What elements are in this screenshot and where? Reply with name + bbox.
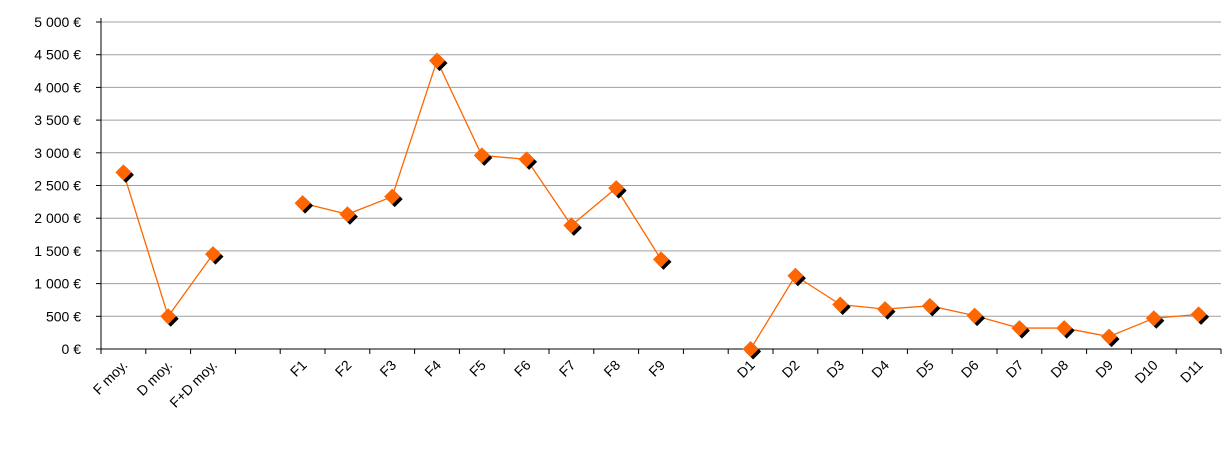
data-point [1011, 320, 1028, 337]
x-tick-labels: F moy. D moy.F+D moy. F1 F2 F3 F4 F5 F6 F7 F8 F9 D1… [90, 357, 1206, 411]
x-tick-label: F+D moy. [166, 357, 220, 411]
y-tick-labels: 0 € 500 € 1 000 € 1 500 € 2 000 € 2 500 € 3 00… [34, 14, 81, 357]
x-tick-label: D4 [868, 357, 892, 381]
data-point [115, 164, 132, 181]
x-tick-label: D11 [1177, 357, 1206, 386]
x-tick-label: F4 [421, 357, 444, 380]
data-point [339, 206, 356, 223]
data-point [608, 180, 625, 197]
y-tick-label: 0 € [62, 341, 82, 357]
data-point [384, 188, 401, 205]
data-point [294, 195, 311, 212]
x-tick-label: F5 [466, 357, 489, 380]
axes [96, 18, 1222, 354]
x-tick-label: F9 [645, 357, 668, 380]
x-tick-label: D8 [1047, 357, 1071, 381]
x-tick-label: F8 [600, 357, 623, 380]
x-tick-label: D6 [958, 357, 982, 381]
y-tick-label: 2 000 € [34, 210, 81, 226]
data-point [832, 296, 849, 313]
data-point [653, 251, 669, 268]
x-tick-label: F1 [287, 357, 310, 380]
y-tick-label: 4 500 € [34, 47, 81, 63]
x-tick-label: F7 [556, 357, 579, 380]
data-point [966, 307, 983, 324]
y-tick-label: 500 € [46, 308, 81, 324]
x-tick-label: D2 [779, 357, 803, 381]
x-tick-label: D5 [913, 357, 937, 381]
y-tick-label: 3 500 € [34, 112, 81, 128]
data-point [160, 308, 177, 325]
y-tick-label: 2 500 € [34, 178, 81, 194]
x-tick-label: F2 [332, 357, 355, 380]
y-tick-label: 1 500 € [34, 243, 81, 259]
x-tick-label: F6 [511, 357, 534, 380]
series-line [122, 58, 1199, 350]
x-tick-label: D10 [1131, 357, 1161, 387]
x-tick-label: D9 [1092, 357, 1116, 381]
data-point [473, 147, 490, 164]
data-point [877, 301, 893, 318]
x-tick-label: D3 [823, 357, 847, 381]
x-tick-label: D moy. [133, 357, 175, 399]
y-tick-label: 3 000 € [34, 145, 81, 161]
data-point [921, 297, 938, 314]
data-point [1145, 310, 1162, 327]
data-point [787, 267, 804, 284]
x-tick-label: D1 [734, 357, 758, 381]
data-point [518, 151, 535, 168]
x-tick-label: F moy. [90, 357, 131, 398]
data-point [205, 246, 221, 263]
data-point [742, 341, 759, 357]
data-point [1190, 306, 1207, 323]
x-tick-label: D7 [1003, 357, 1027, 381]
data-point [429, 52, 445, 69]
gridlines [101, 21, 1221, 317]
y-tick-label: 1 000 € [34, 276, 81, 292]
data-point [1056, 320, 1073, 337]
y-tick-label: 5 000 € [34, 14, 81, 30]
data-point [1101, 328, 1117, 345]
data-point [563, 217, 580, 234]
x-tick-label: F3 [376, 357, 399, 380]
series-line-segment [122, 172, 214, 318]
series-markers [115, 52, 1210, 360]
y-tick-label: 4 000 € [34, 79, 81, 95]
